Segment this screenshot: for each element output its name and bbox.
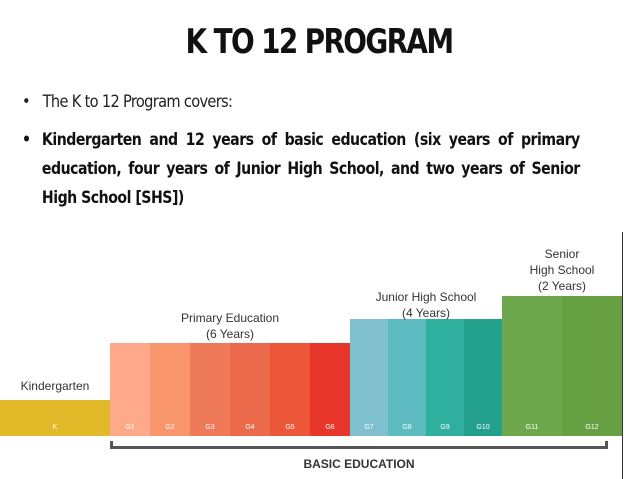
stage-junior-line-2: (4 Years) <box>401 306 451 320</box>
grade-bar-g9 <box>426 319 464 436</box>
stage-primary-line-1: Primary Education <box>180 311 280 325</box>
grade-label-g5: G5 <box>285 424 295 431</box>
bullet-dot: • <box>22 130 31 150</box>
grade-bar-g2 <box>150 343 190 436</box>
basic-education-label: BASIC EDUCATION <box>303 457 415 471</box>
bullet-dot: • <box>22 92 31 112</box>
grade-bar-g1 <box>110 343 150 436</box>
page-title: K TO 12 PROGRAM <box>185 22 455 62</box>
grade-bar-g3 <box>190 343 230 436</box>
bullet-item-1: • The K to 12 Program covers: <box>22 92 529 112</box>
grade-bar-k <box>0 400 110 436</box>
stage-label-kindergarten: Kindergarten <box>0 378 110 394</box>
stage-senior-line-3: (2 Years) <box>537 279 587 293</box>
basic-education-bracket <box>110 441 608 449</box>
grade-bar-g12 <box>562 296 622 436</box>
stage-label-senior: Senior High School (2 Years) <box>502 246 622 294</box>
grade-bar-g11 <box>502 296 562 436</box>
grade-bar-g7 <box>350 319 388 436</box>
grade-label-g9: G9 <box>440 424 450 431</box>
grade-label-g6: G6 <box>325 424 335 431</box>
grade-label-g3: G3 <box>205 424 215 431</box>
stage-label-junior: Junior High School (4 Years) <box>350 289 502 321</box>
grade-bar-g4 <box>230 343 270 436</box>
stage-junior-line-1: Junior High School <box>375 290 477 304</box>
k12-diagram: K G1 G2 G3 G4 G5 G6 G7 G8 G9 G10 G11 G12… <box>0 232 623 479</box>
grade-bar-g10 <box>464 319 502 436</box>
grade-label-g1: G1 <box>125 424 135 431</box>
stage-kindergarten-line: Kindergarten <box>20 379 90 393</box>
grade-bar-g6 <box>310 343 350 436</box>
stage-primary-line-2: (6 Years) <box>205 327 255 341</box>
stage-senior-line-2: High School <box>529 263 595 277</box>
grade-label-g10: G10 <box>476 424 490 431</box>
bullet-item-2: • Kindergarten and 12 years of basic edu… <box>22 126 580 213</box>
grade-label-g12: G12 <box>585 424 599 431</box>
grade-label-g2: G2 <box>165 424 175 431</box>
grade-label-g7: G7 <box>364 424 374 431</box>
grade-bar-g5 <box>270 343 310 436</box>
grade-label-k: K <box>52 424 58 431</box>
grade-label-g8: G8 <box>402 424 412 431</box>
bullet-text: The K to 12 Program covers: <box>42 92 233 112</box>
stage-label-primary: Primary Education (6 Years) <box>110 310 350 342</box>
grade-label-g4: G4 <box>245 424 255 431</box>
grade-bar-g8 <box>388 319 426 436</box>
grade-label-g11: G11 <box>525 424 539 431</box>
stage-senior-line-1: Senior <box>544 247 580 261</box>
bullet-text: Kindergarten and 12 years of basic educa… <box>41 130 580 208</box>
